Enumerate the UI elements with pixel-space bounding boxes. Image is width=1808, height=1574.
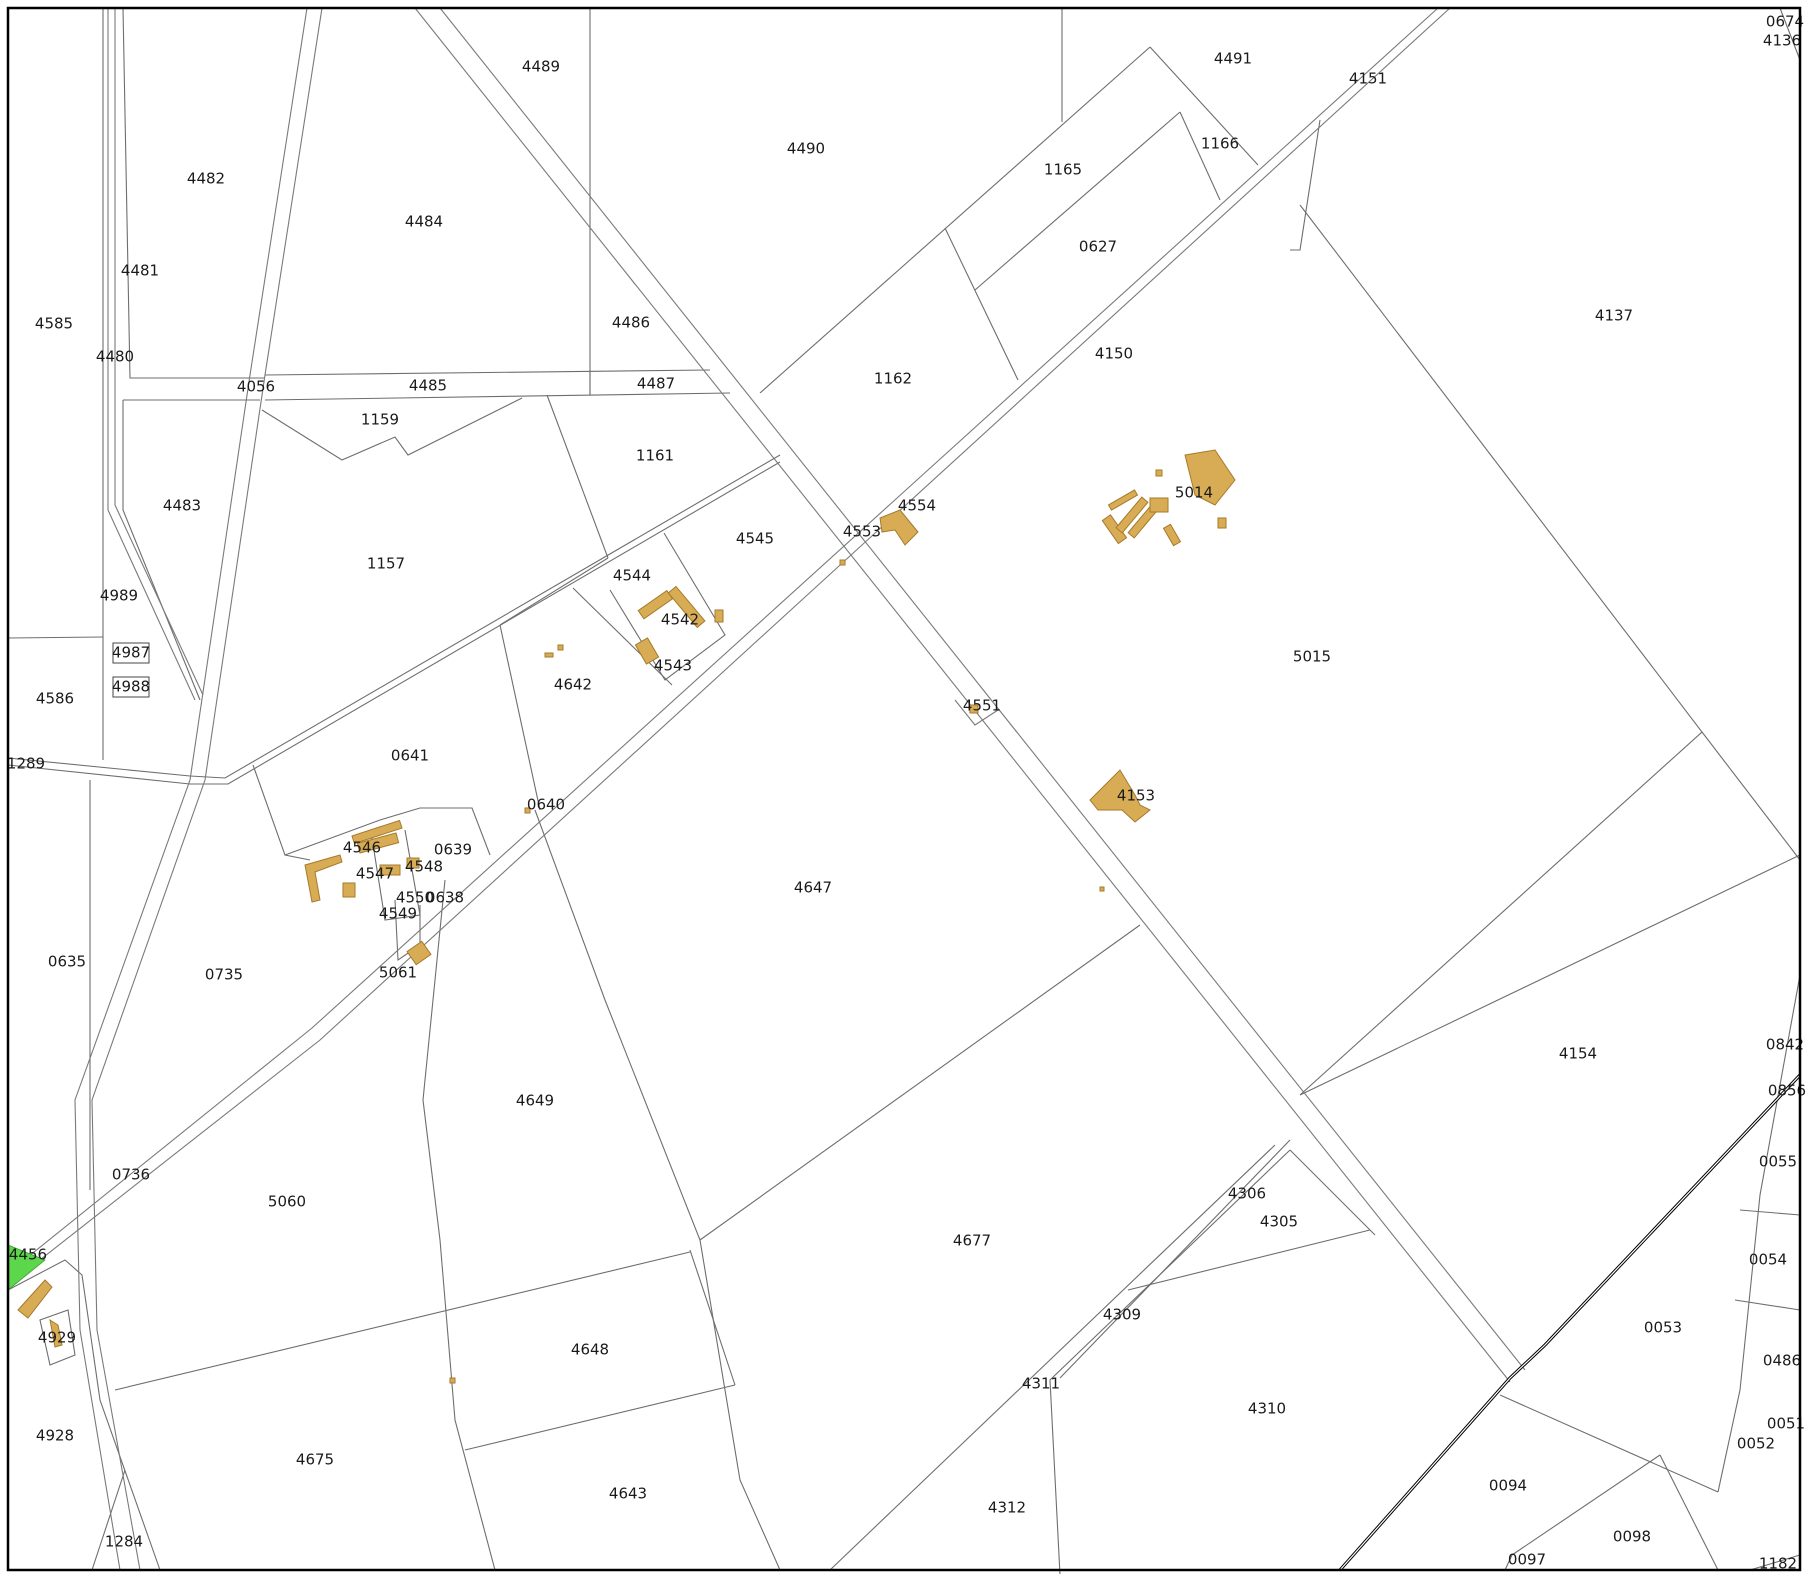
parcel-label[interactable]: 0842 <box>1766 1036 1804 1054</box>
parcel-label[interactable]: 1159 <box>361 411 399 429</box>
parcel-label[interactable]: 4482 <box>187 170 225 188</box>
parcel-label[interactable]: 0736 <box>112 1166 150 1184</box>
parcel-label[interactable]: 4647 <box>794 879 832 897</box>
parcel-labels: 4489 4490 4491 4151 0674 4136 4482 4484 … <box>7 13 1806 1573</box>
parcel-label[interactable]: 4483 <box>163 497 201 515</box>
parcel-label[interactable]: 4456 <box>9 1246 47 1264</box>
parcel-label[interactable]: 4543 <box>654 657 692 675</box>
parcel-label[interactable]: 4305 <box>1260 1213 1298 1231</box>
parcel-label[interactable]: 4648 <box>571 1341 609 1359</box>
parcel-label[interactable]: 4480 <box>96 348 134 366</box>
parcel-label[interactable]: 4485 <box>409 377 447 395</box>
roads <box>7 7 1526 1571</box>
parcel-label[interactable]: 1289 <box>7 755 45 773</box>
parcel-label[interactable]: 4586 <box>36 690 74 708</box>
parcel-label[interactable]: 1157 <box>367 555 405 573</box>
map-frame-border <box>6 6 1802 1572</box>
parcel-label[interactable]: 1284 <box>105 1533 143 1551</box>
parcel-label[interactable]: 4928 <box>36 1427 74 1445</box>
parcel-boundaries <box>7 7 1801 1574</box>
parcel-label[interactable]: 0055 <box>1759 1153 1797 1171</box>
parcel-label[interactable]: 4136 <box>1763 32 1801 50</box>
parcel-label[interactable]: 1166 <box>1201 135 1239 153</box>
parcel-label[interactable]: 4490 <box>787 140 825 158</box>
parcel-label[interactable]: 0641 <box>391 747 429 765</box>
parcel-label[interactable]: 0638 <box>426 889 464 907</box>
parcel-label[interactable]: 4484 <box>405 213 443 231</box>
parcel-label[interactable]: 4929 <box>38 1329 76 1347</box>
parcel-label[interactable]: 1161 <box>636 447 674 465</box>
parcel-label[interactable]: 1182 <box>1759 1555 1797 1573</box>
parcel-label[interactable]: 0094 <box>1489 1477 1527 1495</box>
boxed-label-4988[interactable]: 4988 <box>112 676 150 698</box>
parcel-label[interactable]: 4546 <box>343 839 381 857</box>
parcel-label[interactable]: 0051 <box>1767 1415 1805 1433</box>
parcel-label[interactable]: 0639 <box>434 841 472 859</box>
parcel-label[interactable]: 4675 <box>296 1451 334 1469</box>
parcel-label[interactable]: 4056 <box>237 378 275 396</box>
parcel-label[interactable]: 4153 <box>1117 787 1155 805</box>
parcel-label[interactable]: 5015 <box>1293 648 1331 666</box>
parcel-label[interactable]: 4489 <box>522 58 560 76</box>
parcel-label[interactable]: 4306 <box>1228 1185 1266 1203</box>
parcel-label[interactable]: 0635 <box>48 953 86 971</box>
railway <box>1338 1073 1802 1572</box>
parcel-label[interactable]: 4312 <box>988 1499 1026 1517</box>
parcel-label[interactable]: 0053 <box>1644 1319 1682 1337</box>
parcel-label[interactable]: 4554 <box>898 497 936 515</box>
parcel-label[interactable]: 4310 <box>1248 1400 1286 1418</box>
parcel-label[interactable]: 1162 <box>874 370 912 388</box>
boxed-label-4987[interactable]: 4987 <box>112 642 150 664</box>
parcel-label[interactable]: 0052 <box>1737 1435 1775 1453</box>
parcel-label[interactable]: 4642 <box>554 676 592 694</box>
parcel-label[interactable]: 0856 <box>1768 1082 1806 1100</box>
parcel-label[interactable]: 4487 <box>637 375 675 393</box>
parcel-label[interactable]: 4987 <box>112 644 150 662</box>
parcel-label[interactable]: 0627 <box>1079 238 1117 256</box>
parcel-label[interactable]: 4548 <box>405 858 443 876</box>
parcel-label[interactable]: 4542 <box>661 611 699 629</box>
parcel-label[interactable]: 4481 <box>121 262 159 280</box>
parcel-label[interactable]: 0674 <box>1766 13 1804 31</box>
parcel-label[interactable]: 0486 <box>1763 1352 1801 1370</box>
parcel-label[interactable]: 4486 <box>612 314 650 332</box>
parcel-label[interactable]: 4551 <box>963 697 1001 715</box>
parcel-label[interactable]: 4545 <box>736 530 774 548</box>
parcel-label[interactable]: 4544 <box>613 567 651 585</box>
parcel-label[interactable]: 4547 <box>356 865 394 883</box>
parcel-label[interactable]: 4649 <box>516 1092 554 1110</box>
parcel-label[interactable]: 0098 <box>1613 1528 1651 1546</box>
parcel-label[interactable]: 4137 <box>1595 307 1633 325</box>
parcel-label[interactable]: 5014 <box>1175 484 1213 502</box>
parcel-label[interactable]: 4553 <box>843 523 881 541</box>
parcel-label[interactable]: 0054 <box>1749 1251 1787 1269</box>
parcel-label[interactable]: 4549 <box>379 905 417 923</box>
parcel-label[interactable]: 4150 <box>1095 345 1133 363</box>
parcel-label[interactable]: 4989 <box>100 587 138 605</box>
parcel-label[interactable]: 4154 <box>1559 1045 1597 1063</box>
parcel-label[interactable]: 4550 <box>396 889 434 907</box>
parcel-label[interactable]: 4643 <box>609 1485 647 1503</box>
buildings <box>17 449 1236 1384</box>
parcel-label[interactable]: 0735 <box>205 966 243 984</box>
parcel-label[interactable]: 4585 <box>35 315 73 333</box>
parcel-label[interactable]: 4151 <box>1349 70 1387 88</box>
parcel-label[interactable]: 1165 <box>1044 161 1082 179</box>
parcel-label[interactable]: 5060 <box>268 1193 306 1211</box>
parcel-label[interactable]: 5061 <box>379 964 417 982</box>
parcel-label[interactable]: 0640 <box>527 796 565 814</box>
parcel-label[interactable]: 0097 <box>1508 1551 1546 1569</box>
parcel-label[interactable]: 4491 <box>1214 50 1252 68</box>
parcel-label[interactable]: 4311 <box>1022 1375 1060 1393</box>
parcel-label[interactable]: 4309 <box>1103 1306 1141 1324</box>
parcel-label[interactable]: 4677 <box>953 1232 991 1250</box>
parcel-label[interactable]: 4988 <box>112 678 150 696</box>
